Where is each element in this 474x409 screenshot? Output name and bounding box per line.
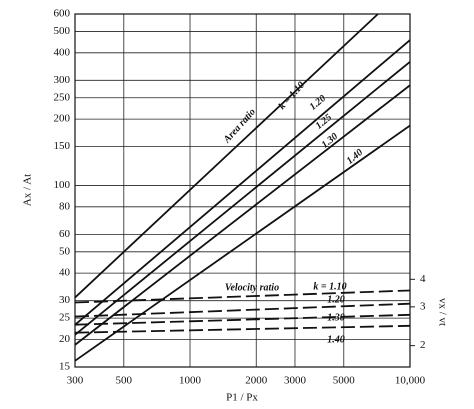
y-tick-label: 400 <box>54 46 71 58</box>
series-line <box>74 313 411 326</box>
plot-frame <box>74 13 411 368</box>
x-tick-label: 500 <box>116 375 133 387</box>
y-tick-label: 150 <box>54 140 71 152</box>
annotation: Velocity ratio <box>225 282 279 293</box>
x-tick-label: 2000 <box>245 375 268 387</box>
y2-axis-label: vx / vt <box>436 298 448 326</box>
series-line <box>74 124 411 362</box>
y-tick-label: 500 <box>54 25 71 37</box>
series-line <box>74 61 411 336</box>
y-tick-label: 25 <box>59 312 71 324</box>
y-tick-label: 200 <box>54 113 71 125</box>
series-line <box>74 84 411 346</box>
y-tick-label: 300 <box>54 74 71 86</box>
series-label: 1.40 <box>327 334 345 345</box>
x-tick-label: 3000 <box>284 375 307 387</box>
y-axis-label: Ax / At <box>22 174 34 206</box>
y-tick-label: 15 <box>59 361 71 373</box>
x-tick-label: 300 <box>67 375 84 387</box>
series-line <box>74 39 411 326</box>
y-tick-label: 250 <box>54 91 71 103</box>
series-label: 1.40 <box>345 147 365 167</box>
x-tick-label: 5000 <box>333 375 356 387</box>
y-tick-label: 40 <box>59 267 71 279</box>
series-label: 1.30 <box>327 312 345 323</box>
y-tick-label: 100 <box>54 179 71 191</box>
series-label: 1.25 <box>314 112 334 132</box>
series-line <box>74 324 411 334</box>
series-label: k = 1.10 <box>313 281 346 292</box>
y-tick-label: 20 <box>59 333 71 345</box>
series-line <box>74 13 379 299</box>
y2-tick-label: 3 <box>420 300 426 312</box>
series-line <box>74 289 411 304</box>
series-line <box>74 302 411 318</box>
y-tick-label: 50 <box>59 245 71 257</box>
y-tick-label: 600 <box>54 8 71 20</box>
series-label: 1.20 <box>308 93 328 113</box>
x-axis-label: P1 / Px <box>226 392 258 404</box>
series-label: k = 1.10 <box>277 80 307 112</box>
annotation: Area ratio <box>221 107 258 146</box>
series-label: 1.20 <box>327 294 345 305</box>
y2-tick-label: 2 <box>420 339 426 351</box>
y-tick-label: 80 <box>59 200 71 212</box>
y2-tick-label: 4 <box>420 273 426 285</box>
x-tick-label: 10,000 <box>395 375 426 387</box>
x-tick-label: 1000 <box>179 375 202 387</box>
y-tick-label: 60 <box>59 228 71 240</box>
y-tick-label: 30 <box>59 294 71 306</box>
